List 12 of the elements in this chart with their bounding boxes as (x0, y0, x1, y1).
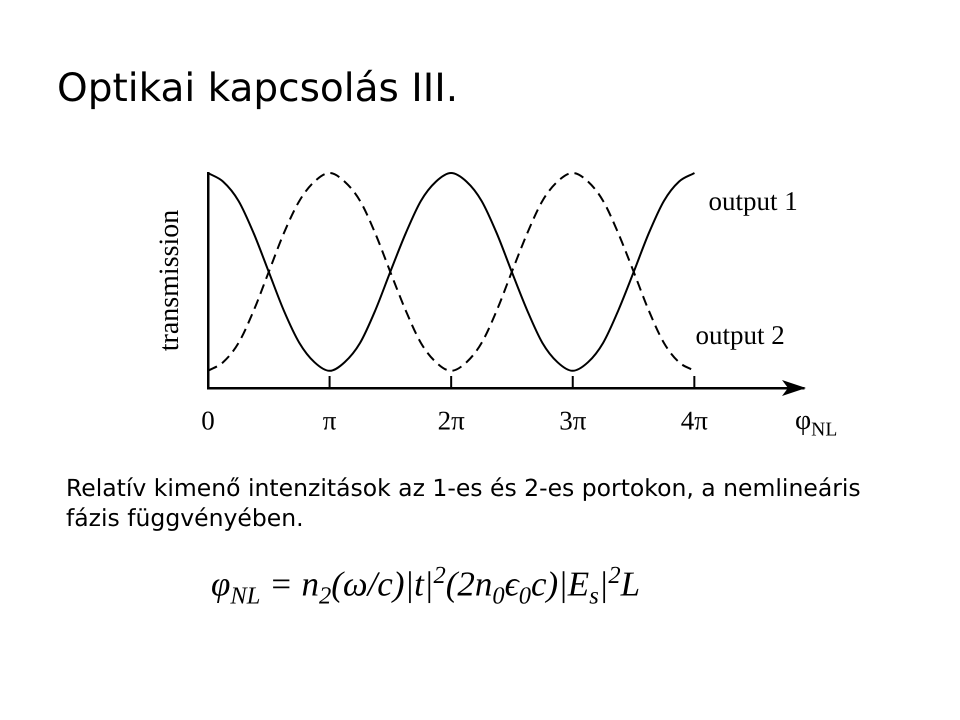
series-label: output 1 (708, 186, 798, 216)
x-tick-label: 3π (559, 405, 587, 436)
x-tick-label: 0 (201, 405, 215, 436)
x-axis-title: φ$_{NL}$ (795, 404, 838, 442)
chart-title: Optikai kapcsolás III. (57, 66, 458, 113)
text: Relatív kimenő intenzitások az 1-es és 2-es portokon, a nemlineáris fázis függvényében. (66, 473, 862, 533)
x-tick-label: 4π (680, 405, 708, 436)
x-tick-label: π (322, 405, 337, 436)
text: φ$_{NL}$ = n$_{2}$(ω/c)|t|$^{2}$(2n$_{0}$ϵ$_{0}$c)|E$_{s}$|$^{2}$L (211, 562, 640, 610)
series-label: output 2 (695, 320, 785, 350)
y-axis-title: transmission (154, 210, 186, 352)
x-tick-label: 2π (438, 405, 466, 436)
